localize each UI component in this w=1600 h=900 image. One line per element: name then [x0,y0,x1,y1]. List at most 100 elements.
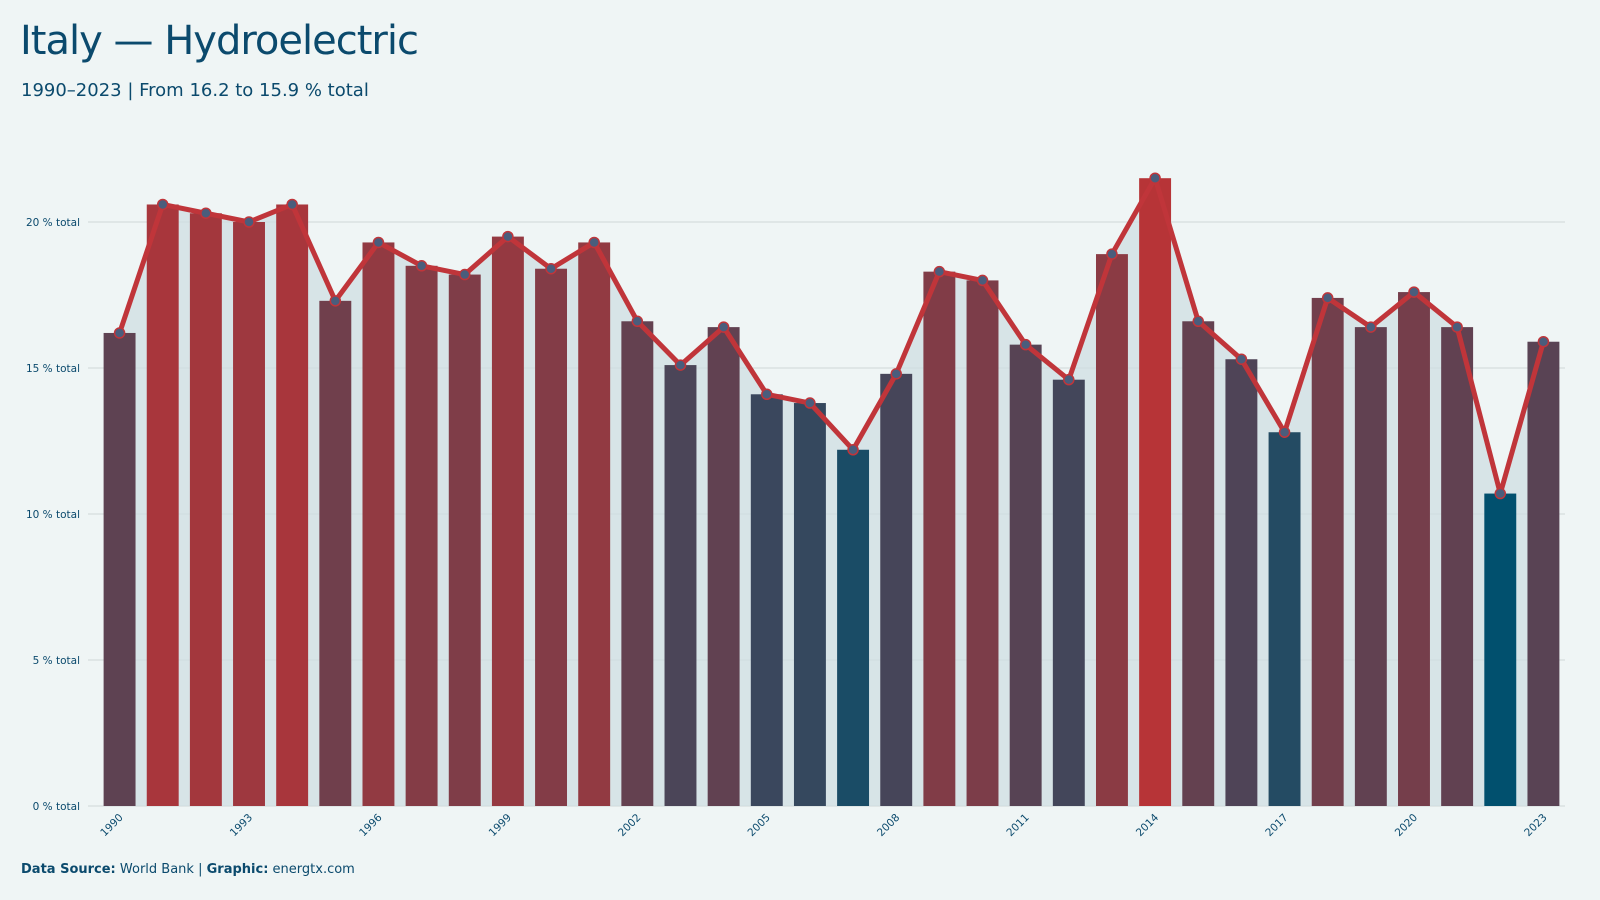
data-point [1235,353,1248,365]
x-tick-label: 1993 [228,812,255,839]
bar [146,204,179,807]
series-line [117,175,1546,497]
x-tick-label: 1990 [98,812,125,839]
bar [233,222,265,806]
data-point [113,327,126,339]
bar [1527,341,1560,806]
data-point [588,236,600,249]
data-point [459,268,471,281]
bar [276,204,309,807]
x-axis-ticks: 1990 1993 1996 1999 2002 2005 2008 2011 2014 2017… [98,811,1549,839]
y-tick-label: 5 % total [33,655,80,667]
bar [1225,359,1258,806]
bar [664,365,697,806]
bar [923,271,956,806]
y-tick-label: 0 % total [33,801,80,813]
y-tick-label: 15 % total [26,363,80,375]
data-point [1408,286,1420,298]
data-point [933,265,946,278]
x-tick-label: 2011 [1004,812,1031,839]
graphic-label: Graphic: [206,862,269,877]
data-point [545,262,557,275]
bar [491,236,524,807]
source-value: World Bank [119,862,194,877]
data-point [286,198,298,211]
bar [966,280,999,806]
x-tick-label: 2005 [746,812,773,839]
bar [880,373,913,806]
bar [1441,327,1474,806]
bar [1095,254,1128,806]
data-point [1537,335,1550,348]
series-line-path [117,175,1546,497]
bar [189,213,222,807]
data-point [890,368,902,380]
data-point [1106,248,1118,260]
caption-separator: | [198,862,203,877]
data-point [1494,487,1507,500]
data-point [1149,172,1161,184]
x-tick-label: 2008 [875,812,902,839]
bar [1052,379,1085,806]
data-point [1063,373,1075,386]
y-axis-ticks: 0 % total 5 % total 10 % total 15 % total 20… [26,217,80,813]
x-tick-label: 1999 [487,812,514,839]
x-tick-label: 1996 [357,811,385,839]
bar [1009,344,1042,806]
graphic-value: energtx.com [272,862,355,877]
bar [621,321,654,806]
data-point [717,321,730,333]
x-tick-label: 2023 [1522,812,1549,839]
bar [448,274,481,806]
bar [1398,292,1430,807]
data-point [243,216,255,228]
bar [362,242,395,806]
data-point [200,207,212,219]
data-point [1321,292,1334,304]
source-label: Data Source: [21,862,116,877]
y-tick-label: 20 % total [26,217,80,229]
bar [707,327,740,806]
bar [1311,297,1344,806]
bar [750,394,783,806]
bar [319,300,352,806]
bar [1139,178,1172,806]
data-point [804,397,816,409]
bar [1182,321,1215,806]
data-point [674,359,687,371]
data-point [1365,321,1377,333]
data-point [415,260,428,272]
data-point [1192,315,1204,328]
data-point [847,444,859,456]
x-tick-label: 2017 [1263,812,1290,839]
chart-subtitle: 1990–2023 | From 16.2 to 15.9 % total [21,80,369,101]
data-point [1019,338,1032,351]
bar [103,332,136,806]
data-point [329,295,342,307]
x-tick-label: 2014 [1134,811,1162,839]
bar [578,242,611,806]
bar [1484,493,1517,806]
y-tick-label: 10 % total [26,509,80,521]
data-point [372,236,385,249]
data-point [976,274,989,287]
data-point [631,315,644,328]
data-point [761,388,773,401]
chart-title: Italy — Hydroelectric [20,18,419,64]
chart-caption: Data Source: World Bank | Graphic: energ… [21,862,355,877]
data-point [156,198,169,211]
bar [1268,432,1301,806]
bar [837,449,870,806]
bars [103,178,1560,807]
x-tick-label: 2002 [616,812,643,839]
data-point [1451,321,1463,333]
data-point [502,230,514,243]
bar [1354,327,1387,806]
series-points [113,172,1550,500]
x-tick-label: 2020 [1393,812,1420,839]
bar [405,265,438,806]
data-point [1278,426,1291,438]
bar [793,403,826,806]
bar [535,268,568,807]
